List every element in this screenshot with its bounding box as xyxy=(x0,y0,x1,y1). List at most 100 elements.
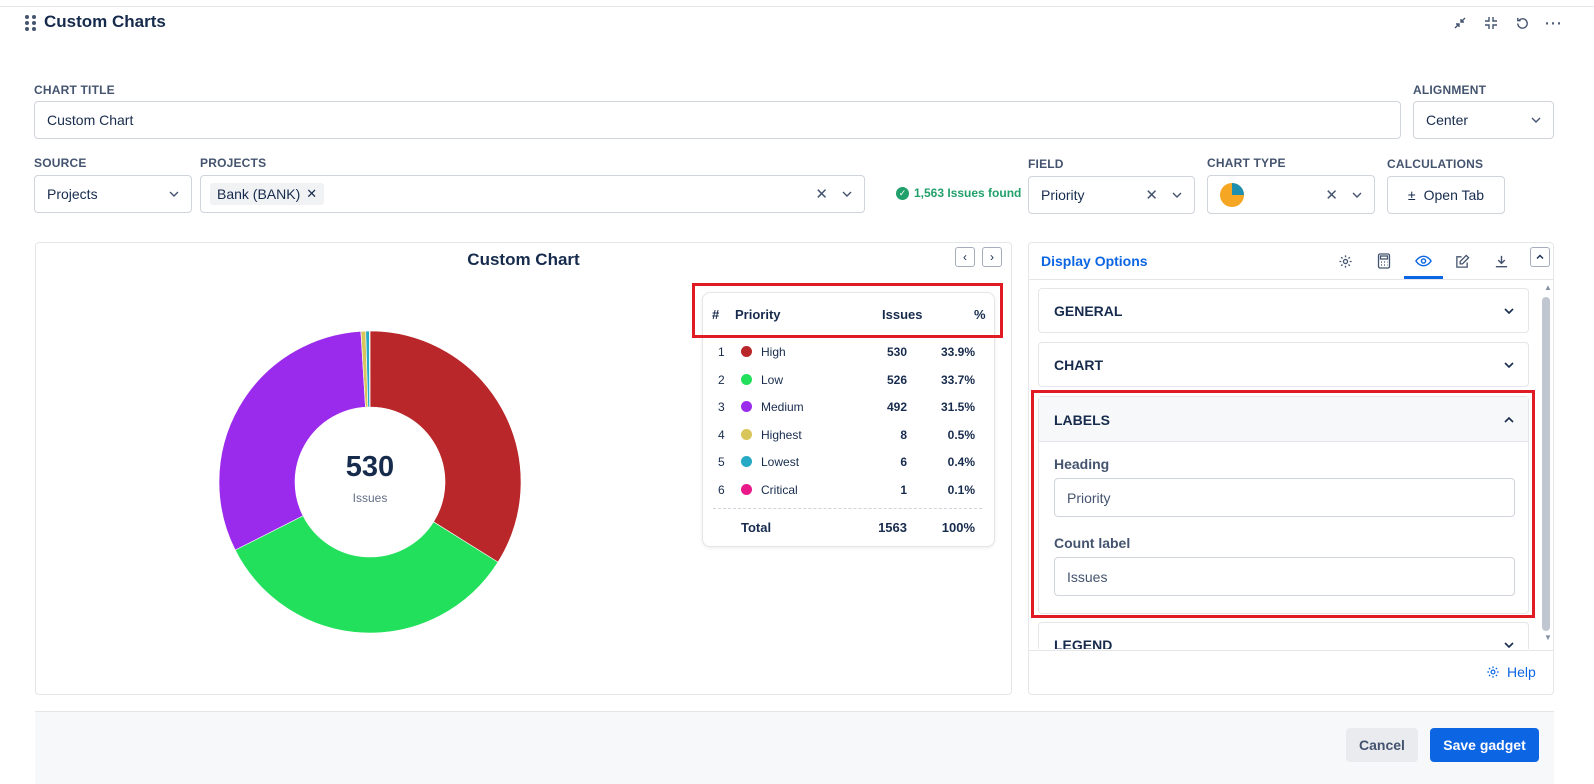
help-link[interactable]: Help xyxy=(1486,664,1536,680)
table-row: 1 High 530 33.9% xyxy=(703,345,994,372)
open-tab-button[interactable]: ± Open Tab xyxy=(1387,176,1505,214)
accordion-legend[interactable]: LEGEND xyxy=(1038,622,1529,649)
row-priority: Highest xyxy=(761,427,802,442)
row-issues: 6 xyxy=(900,455,907,469)
scroll-up-icon[interactable]: ▲ xyxy=(1544,283,1552,292)
legend-swatch xyxy=(741,428,752,440)
accordion-labels-header[interactable] xyxy=(1039,397,1528,442)
clear-icon[interactable]: ✕ xyxy=(1145,187,1158,204)
table-row: 6 Critical 1 0.1% xyxy=(703,483,994,510)
scrollbar-thumb[interactable] xyxy=(1542,297,1550,631)
heading-input[interactable]: Priority xyxy=(1054,478,1515,517)
total-pct: 100% xyxy=(941,520,975,535)
project-chip-label: Bank (BANK) xyxy=(217,186,301,202)
more-options-icon[interactable]: ⋯ xyxy=(1544,12,1562,33)
gadget-title: Custom Charts xyxy=(44,12,166,31)
field-label: FIELD xyxy=(1028,157,1064,171)
legend-swatch xyxy=(741,456,752,467)
row-pct: 33.7% xyxy=(940,372,975,387)
refresh-icon[interactable] xyxy=(1511,12,1533,34)
minimize-icon[interactable] xyxy=(1449,12,1471,34)
heading-label: Heading xyxy=(1054,456,1110,472)
collapse-icon[interactable] xyxy=(1480,12,1502,34)
header-issues: Issues xyxy=(882,307,923,322)
total-row: Total 1563 100% xyxy=(703,520,994,547)
drag-handle-icon[interactable] xyxy=(25,15,37,31)
settings-gear-icon[interactable] xyxy=(1334,250,1356,272)
chart-type-label: CHART TYPE xyxy=(1207,156,1286,170)
display-options-title[interactable]: Display Options xyxy=(1041,253,1148,269)
cancel-button[interactable]: Cancel xyxy=(1346,728,1418,762)
table-row: 4 Highest 8 0.5% xyxy=(703,428,994,455)
field-select[interactable]: Priority ✕ xyxy=(1028,176,1195,214)
chevron-down-icon xyxy=(1504,642,1514,649)
collapse-panel-icon[interactable] xyxy=(1530,247,1550,267)
slice-low[interactable] xyxy=(234,515,499,634)
next-arrow-icon[interactable]: › xyxy=(982,247,1002,267)
alignment-select[interactable]: Center xyxy=(1413,101,1554,139)
scrollbar[interactable]: ▲ ▼ xyxy=(1541,283,1552,645)
accordion-labels-title: LABELS xyxy=(1054,412,1110,428)
clear-icon[interactable]: ✕ xyxy=(815,186,828,203)
download-icon[interactable] xyxy=(1490,250,1512,272)
chevron-down-icon xyxy=(1504,308,1514,315)
edit-icon[interactable] xyxy=(1451,250,1473,272)
slice-high[interactable] xyxy=(369,330,522,563)
row-num: 2 xyxy=(718,372,725,387)
chart-type-select[interactable]: ✕ xyxy=(1207,175,1375,214)
chip-remove-icon[interactable]: ✕ xyxy=(306,186,318,201)
calculator-icon[interactable] xyxy=(1373,250,1395,272)
clear-icon[interactable]: ✕ xyxy=(1325,186,1338,204)
row-pct: 0.5% xyxy=(947,427,975,442)
count-label-input[interactable]: Issues xyxy=(1054,557,1515,596)
accordion-labels: LABELS Heading Priority Count label Issu… xyxy=(1038,396,1529,614)
pie-chart-icon xyxy=(1220,182,1244,207)
slice-critical[interactable] xyxy=(369,330,371,408)
accordion-legend-clip: LEGEND xyxy=(1038,622,1529,649)
legend-swatch xyxy=(741,483,752,495)
header-num: # xyxy=(712,307,720,322)
active-tab-indicator xyxy=(1404,276,1443,279)
chart-title-value: Custom Chart xyxy=(47,112,134,128)
accordion-general[interactable]: GENERAL xyxy=(1038,288,1529,333)
chart-title-input[interactable]: Custom Chart xyxy=(34,101,1401,139)
help-gear-icon xyxy=(1487,666,1499,678)
prev-arrow-icon[interactable]: ‹ xyxy=(955,247,975,267)
chevron-up-icon[interactable] xyxy=(1502,413,1516,427)
scroll-down-icon[interactable]: ▼ xyxy=(1544,633,1552,642)
header-priority: Priority xyxy=(735,307,781,322)
row-pct: 0.1% xyxy=(947,482,975,497)
row-issues: 526 xyxy=(886,372,907,387)
save-gadget-button[interactable]: Save gadget xyxy=(1430,728,1539,762)
accordion-chart-title: CHART xyxy=(1054,357,1103,373)
total-label: Total xyxy=(741,520,772,535)
row-priority: Low xyxy=(761,372,784,387)
field-value: Priority xyxy=(1041,187,1085,203)
row-priority: High xyxy=(761,345,786,359)
row-priority: Lowest xyxy=(761,455,800,469)
chart-title: Custom Chart xyxy=(467,250,580,269)
chevron-down-icon xyxy=(169,191,179,197)
projects-select[interactable]: Bank (BANK) ✕ ✕ xyxy=(200,175,865,213)
project-chip: Bank (BANK) ✕ xyxy=(210,183,325,205)
eye-icon[interactable] xyxy=(1412,250,1434,272)
row-num: 3 xyxy=(718,400,725,414)
issues-found-text: 1,563 Issues found xyxy=(914,186,1022,200)
chevron-down-icon xyxy=(1504,362,1514,369)
projects-label: PROJECTS xyxy=(200,156,267,170)
table-row: 3 Medium 492 31.5% xyxy=(703,400,994,427)
accordion-general-title: GENERAL xyxy=(1054,303,1123,319)
accordion-legend-title: LEGEND xyxy=(1054,637,1113,649)
chevron-down-icon xyxy=(842,191,852,197)
total-issues: 1563 xyxy=(878,520,907,535)
chevron-down-icon xyxy=(1352,192,1362,198)
calculations-label: CALCULATIONS xyxy=(1387,157,1484,171)
row-priority: Critical xyxy=(761,482,798,497)
legend-swatch xyxy=(741,401,752,412)
table-row: 2 Low 526 33.7% xyxy=(703,373,994,400)
open-tab-label: Open Tab xyxy=(1423,187,1485,203)
slice-medium[interactable] xyxy=(218,330,366,551)
row-num: 1 xyxy=(718,345,725,359)
accordion-chart[interactable]: CHART xyxy=(1038,342,1529,387)
source-select[interactable]: Projects xyxy=(34,175,192,213)
